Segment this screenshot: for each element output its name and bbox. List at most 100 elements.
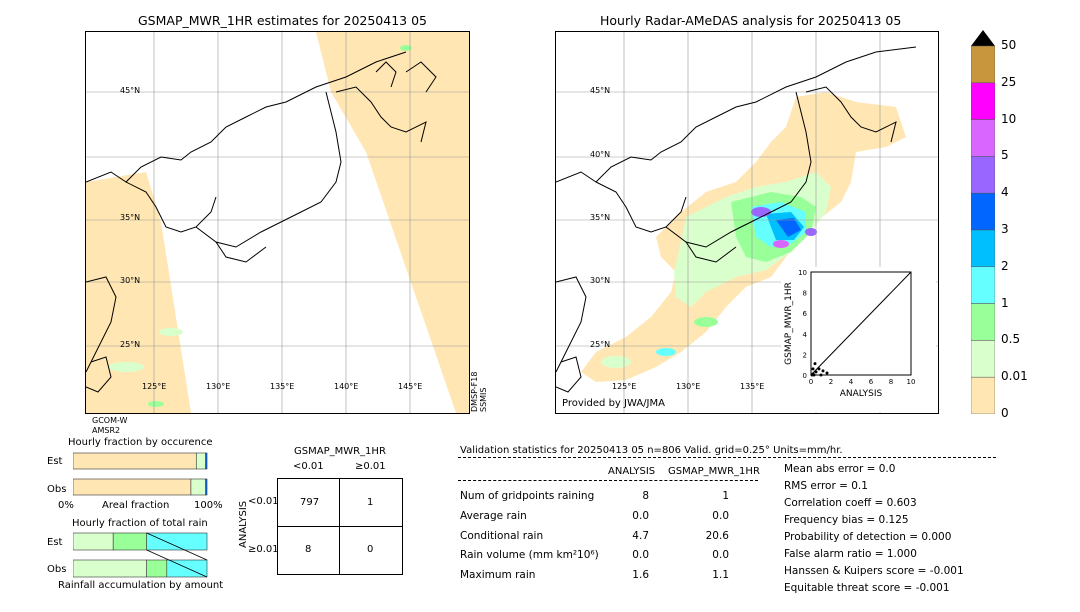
stat-label-num-gridpoints: Num of gridpoints raining [460, 490, 595, 502]
stat-gsmap-conditional-rain: 20.6 [705, 530, 729, 542]
occurrence-title: Hourly fraction by occurence [68, 437, 213, 448]
colorbar-label: 0.5 [1001, 332, 1021, 347]
total-rain-bars [72, 532, 208, 578]
colorbar-label: 3 [1001, 222, 1009, 236]
colorbar-label: 50 [1001, 38, 1017, 52]
validation-col-rule [458, 480, 758, 481]
stack-segment [72, 452, 197, 470]
colorbar-label: 0.01 [1001, 369, 1028, 384]
stack-segment [72, 559, 147, 578]
stat-label-rain-volume: Rain volume (mm km²10⁶) [460, 549, 599, 561]
stat-gsmap-rain-volume: 0.0 [712, 549, 729, 561]
scatter-point [819, 373, 823, 377]
total-rain-xlabel: Rainfall accumulation by amount [58, 580, 224, 591]
stat-gsmap-num-gridpoints: 1 [722, 490, 729, 502]
right-lat-label-40: 40°N [590, 150, 611, 159]
colorbar-segment [970, 82, 996, 120]
validation-col-analysis: ANALYSIS [608, 466, 656, 477]
scatter-inset: 0 0 2 2 4 4 6 6 8 8 10 10 ANALYSIS GSMAP_MWR_1HR [781, 267, 936, 412]
validation-col-gsmap: GSMAP_MWR_1HR [668, 466, 760, 477]
scatter-ytick: 2 [803, 351, 807, 359]
scatter-xtick: 10 [907, 378, 916, 386]
provider-label: Provided by JWA/JMA [562, 398, 665, 409]
score-frequency-bias: Frequency bias = 0.125 [784, 514, 909, 526]
right-map-canvas [556, 32, 938, 413]
scatter-ytick: 8 [803, 290, 807, 298]
left-map: 45°N 35°N 30°N 25°N 125°E 130°E 135°E 14… [85, 31, 470, 414]
validation-header: Validation statistics for 20250413 05 n=… [460, 445, 843, 456]
right-lon-label-125: 125°E [612, 382, 637, 391]
left-lat-label-45: 45°N [120, 86, 141, 95]
stat-analysis-rain-volume: 0.0 [632, 549, 649, 561]
colorbar-label: 4 [1001, 185, 1009, 200]
scatter-point [821, 369, 825, 373]
colorbar-segment [970, 229, 996, 268]
occurrence-xlabel-left: 0% [58, 500, 74, 511]
occurrence-obs-label: Obs [47, 484, 67, 495]
stack-segment [72, 532, 114, 551]
stack-segment [72, 478, 192, 496]
right-lat-label-45: 45°N [590, 86, 611, 95]
contingency-title: GSMAP_MWR_1HR [294, 446, 386, 457]
score-hk: Hanssen & Kuipers score = -0.001 [784, 565, 964, 577]
colorbar-canvas [970, 30, 996, 415]
right-lon-label-135: 135°E [740, 382, 765, 391]
contingency-cell-hit: 0 [367, 544, 374, 555]
right-lon-label-130: 130°E [676, 382, 701, 391]
total-obs-label: Obs [47, 564, 67, 575]
score-rms-error: RMS error = 0.1 [784, 480, 868, 492]
left-lon-label-145: 145°E [398, 382, 423, 391]
stat-analysis-num-gridpoints: 8 [642, 490, 649, 502]
stack-segment [146, 559, 168, 578]
left-map-title: GSMAP_MWR_1HR estimates for 20250413 05 [138, 13, 427, 28]
satellite-right-label: DMSP-F18 SSMIS [470, 371, 488, 412]
contingency-col-ge: ≥0.01 [355, 461, 386, 472]
scatter-ylabel: GSMAP_MWR_1HR [784, 282, 794, 365]
score-pod: Probability of detection = 0.000 [784, 531, 952, 543]
colorbar-segment [970, 340, 996, 378]
stat-gsmap-maximum-rain: 1.1 [712, 569, 729, 581]
colorbar-label: 2 [1001, 258, 1009, 273]
occurrence-chart [72, 450, 210, 498]
connector-line [146, 532, 208, 561]
right-lat-label-30: 30°N [590, 276, 611, 285]
left-lat-label-25: 25°N [120, 340, 141, 349]
swath-left [86, 172, 191, 413]
colorbar-label: 5 [1001, 148, 1009, 163]
contingency-row-axis: ANALYSIS [238, 500, 249, 548]
contingency-table: 797 1 8 0 [277, 478, 403, 575]
stack-segment [195, 452, 206, 470]
contingency-cell-false-alarm: 1 [367, 497, 374, 508]
colorbar-extend-arrow [971, 30, 995, 46]
left-lon-label-130: 130°E [206, 382, 231, 391]
colorbar-segment [970, 119, 996, 157]
connector-line [146, 549, 208, 578]
swath-top [386, 32, 469, 72]
contingency-row-ge: ≥0.01 [248, 544, 279, 555]
left-lon-label-135: 135°E [270, 382, 295, 391]
total-est-label: Est [47, 537, 63, 548]
right-map-title: Hourly Radar-AMeDAS analysis for 2025041… [600, 13, 902, 28]
scatter-xtick: 8 [889, 378, 893, 386]
colorbar-label: 1 [1001, 295, 1009, 310]
total-rain-chart [72, 530, 210, 580]
scatter-ytick: 0 [803, 372, 807, 380]
right-lat-label-35: 35°N [590, 213, 611, 222]
stat-label-conditional-rain: Conditional rain [460, 530, 544, 542]
score-ets: Equitable threat score = -0.001 [784, 582, 950, 594]
colorbar-segment [970, 156, 996, 194]
occurrence-xlabel-right: 100% [194, 500, 223, 511]
contingency-cell-hits-none: 797 [300, 497, 320, 508]
stat-gsmap-average-rain: 0.0 [712, 510, 729, 522]
scatter-plot: 00 2 2 4 4 6 6 8 8 10 10 ANALYSIS GSMAP_MWR_1HR [784, 269, 916, 399]
right-lat-label-25: 25°N [590, 340, 611, 349]
validation-header-rule [458, 457, 996, 458]
scatter-ytick: 4 [803, 331, 808, 339]
scatter-point [811, 367, 815, 371]
total-rain-title: Hourly fraction of total rain [72, 518, 208, 529]
scatter-xtick: 4 [849, 378, 854, 386]
occurrence-est-label: Est [47, 456, 63, 467]
stat-analysis-average-rain: 0.0 [632, 510, 649, 522]
contingency-col-lt: <0.01 [293, 461, 324, 472]
scatter-diagonal [810, 271, 912, 376]
